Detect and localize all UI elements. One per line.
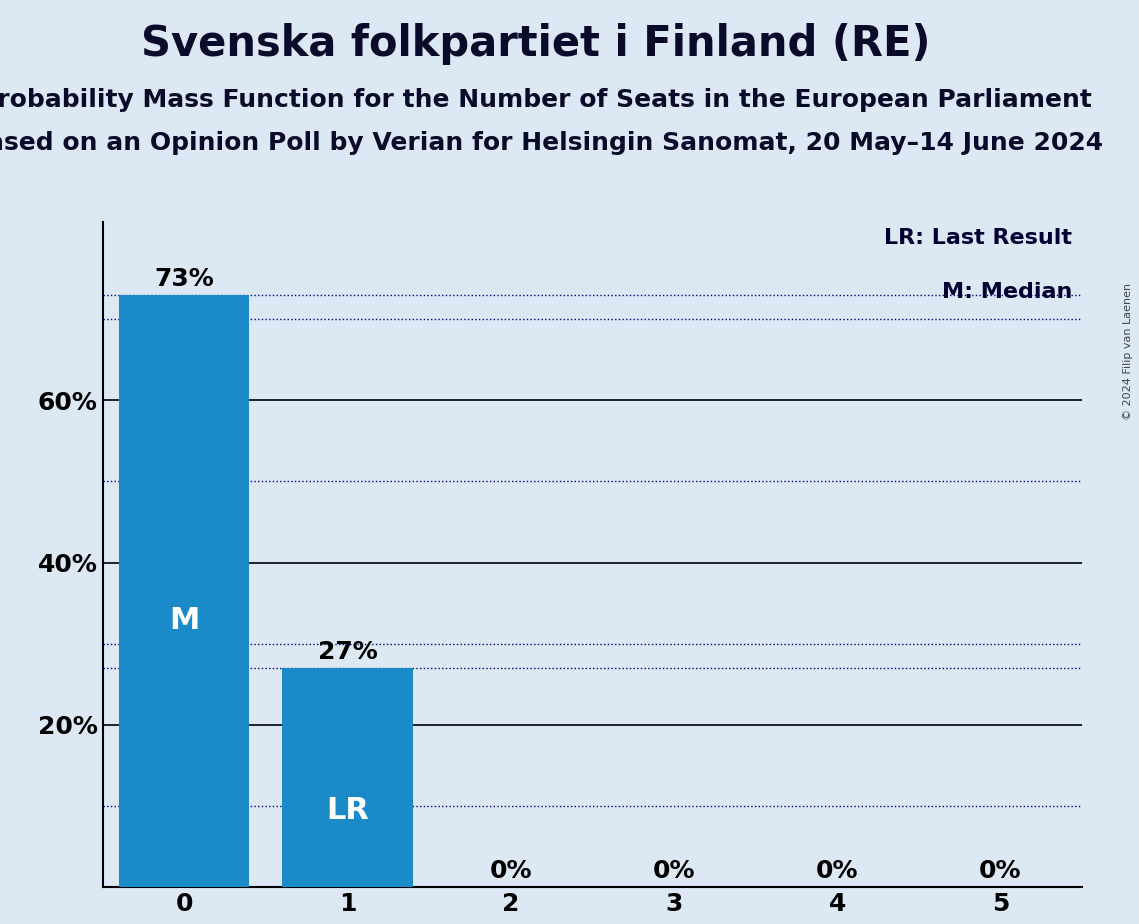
Text: LR: LR: [326, 796, 369, 825]
Text: M: Median: M: Median: [942, 282, 1072, 301]
Text: M: M: [169, 606, 199, 635]
Text: Probability Mass Function for the Number of Seats in the European Parliament: Probability Mass Function for the Number…: [0, 88, 1092, 112]
Bar: [282, 668, 412, 887]
Text: 0%: 0%: [816, 859, 859, 883]
Text: © 2024 Filip van Laenen: © 2024 Filip van Laenen: [1123, 283, 1133, 419]
Text: 27%: 27%: [318, 640, 377, 664]
Text: 0%: 0%: [980, 859, 1022, 883]
Text: Svenska folkpartiet i Finland (RE): Svenska folkpartiet i Finland (RE): [140, 23, 931, 65]
Text: 0%: 0%: [653, 859, 695, 883]
Text: LR: Last Result: LR: Last Result: [884, 228, 1072, 249]
Text: 0%: 0%: [490, 859, 532, 883]
Text: Based on an Opinion Poll by Verian for Helsingin Sanomat, 20 May–14 June 2024: Based on an Opinion Poll by Verian for H…: [0, 131, 1103, 155]
Bar: [118, 295, 249, 887]
Text: 73%: 73%: [154, 267, 214, 291]
